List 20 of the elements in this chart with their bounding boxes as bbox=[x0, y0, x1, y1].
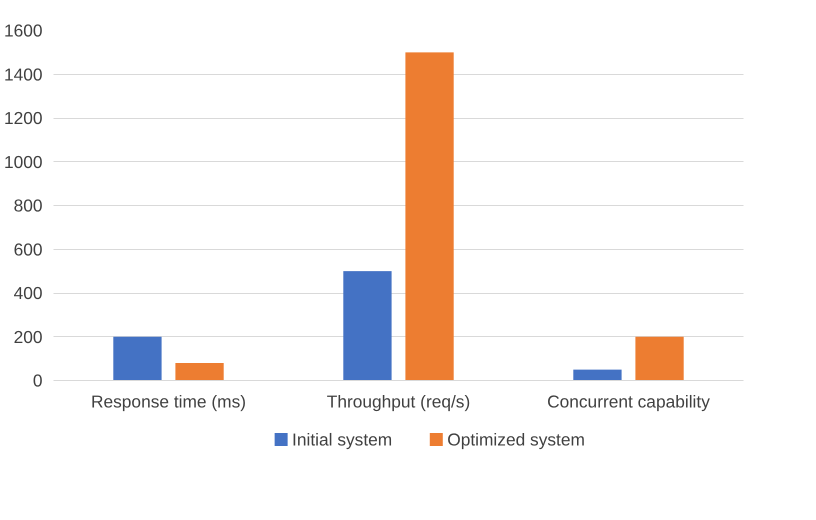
bar bbox=[175, 363, 224, 380]
bar bbox=[573, 370, 622, 380]
y-tick-label: 600 bbox=[14, 239, 43, 260]
x-tick-label: Response time (ms) bbox=[90, 392, 246, 412]
legend-label: Initial system bbox=[292, 430, 392, 450]
x-tick-label: Throughput (req/s) bbox=[326, 392, 470, 412]
bar bbox=[113, 336, 162, 380]
y-tick-label: 200 bbox=[14, 326, 43, 347]
x-tick-label: Concurrent capability bbox=[547, 392, 710, 412]
y-tick-label: 400 bbox=[14, 283, 43, 303]
y-tick-label: 1600 bbox=[4, 20, 43, 40]
bar bbox=[635, 336, 684, 380]
y-tick-label: 1200 bbox=[4, 108, 43, 128]
y-tick-label: 0 bbox=[32, 370, 43, 390]
bar bbox=[343, 271, 392, 380]
bar bbox=[405, 52, 454, 380]
y-tick-label: 1000 bbox=[4, 152, 43, 172]
legend-label: Optimized system bbox=[447, 430, 585, 450]
y-tick-label: 800 bbox=[14, 196, 43, 216]
y-tick-label: 1400 bbox=[4, 64, 43, 84]
